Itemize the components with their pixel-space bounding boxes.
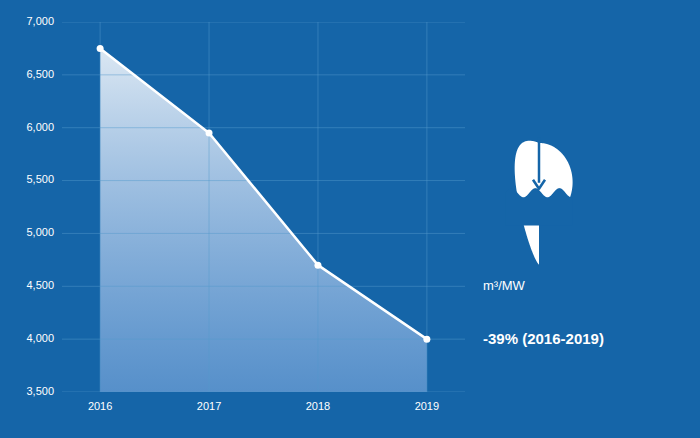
grid-line-y xyxy=(62,74,465,75)
y-tick-label: 6,000 xyxy=(26,121,54,133)
grid-line-y xyxy=(62,127,465,128)
y-tick-label: 3,500 xyxy=(26,385,54,397)
drop-wave xyxy=(505,188,572,225)
y-tick-label: 5,000 xyxy=(26,226,54,238)
grid-line-x xyxy=(317,22,318,392)
y-tick-label: 4,000 xyxy=(26,332,54,344)
grid-line-y xyxy=(62,22,465,23)
x-tick-label: 2016 xyxy=(88,400,112,412)
data-point xyxy=(206,130,213,137)
grid-line-y xyxy=(62,339,465,340)
annotation: -39% (2016-2019) xyxy=(483,330,604,347)
y-tick-label: 4,500 xyxy=(26,279,54,291)
annotation: m³/MW xyxy=(483,278,526,293)
y-tick-label: 6,500 xyxy=(26,68,54,80)
data-point xyxy=(423,336,430,343)
y-tick-label: 7,000 xyxy=(26,15,54,27)
data-line xyxy=(100,48,427,339)
data-point xyxy=(97,45,104,52)
area-fill xyxy=(100,48,427,392)
x-tick-label: 2017 xyxy=(197,400,221,412)
x-tick-label: 2018 xyxy=(306,400,330,412)
grid-line-y xyxy=(62,233,465,234)
grid-line-y xyxy=(62,286,465,287)
chart-container: 3,500 4,000 4,500 5,000 5,500 6,000 6,500 7,000… xyxy=(0,0,700,438)
grid-line-y xyxy=(62,180,465,181)
drop-arrow-head xyxy=(533,180,545,189)
background xyxy=(0,0,700,438)
grid-line-y xyxy=(62,392,465,393)
grid-line-x xyxy=(209,22,210,392)
drop-icon xyxy=(505,138,572,265)
grid-line-x xyxy=(100,22,101,392)
data-point xyxy=(314,262,321,269)
drop-arrow-shaft xyxy=(538,138,541,183)
y-tick-label: 5,500 xyxy=(26,173,54,185)
x-tick-label: 2019 xyxy=(415,400,439,412)
chart-svg: 3,500 4,000 4,500 5,000 5,500 6,000 6,500 7,000… xyxy=(0,0,700,438)
plot-area xyxy=(62,22,465,392)
